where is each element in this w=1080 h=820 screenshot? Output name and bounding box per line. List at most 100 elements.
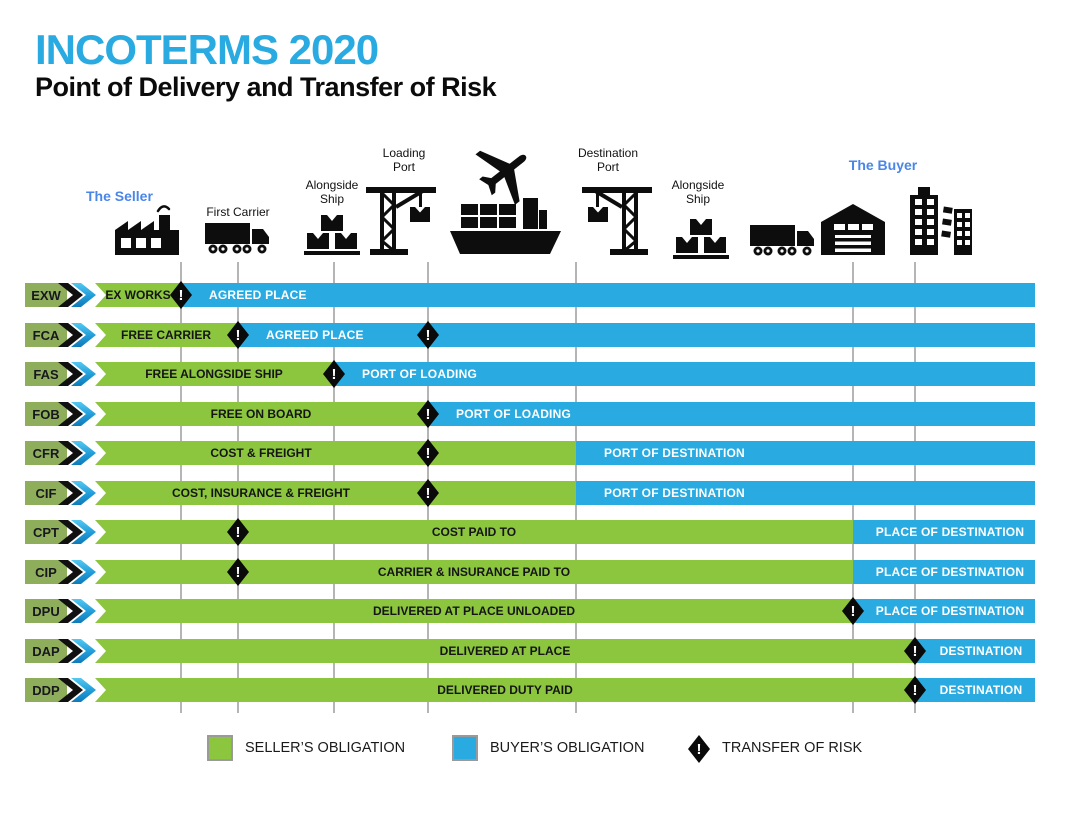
buyer-segment-label: PLACE OF DESTINATION bbox=[875, 604, 1025, 618]
term-code-badge: DPU bbox=[25, 599, 67, 623]
incoterm-row-cif: CIF COST, INSURANCE & FREIGHT PORT OF DEST… bbox=[25, 479, 1035, 507]
seller-obligation-segment bbox=[95, 481, 576, 505]
term-tag: CIF bbox=[25, 481, 96, 505]
incoterm-row-ddp: DDP DELIVERED DUTY PAID DESTINATION! bbox=[25, 676, 1035, 704]
term-tag: CIP bbox=[25, 560, 96, 584]
obligation-bar-fill: COST & FREIGHT PORT OF DESTINATION bbox=[95, 441, 1035, 465]
buyer-obligation-segment bbox=[853, 599, 1035, 623]
buyer-obligation-segment bbox=[428, 402, 1035, 426]
obligation-bar: DELIVERED DUTY PAID DESTINATION! bbox=[95, 676, 1035, 704]
seller-obligation-segment bbox=[95, 639, 915, 663]
obligation-bar-fill: DELIVERED AT PLACE UNLOADED PLACE OF DEST… bbox=[95, 599, 1035, 623]
incoterm-row-dap: DAP DELIVERED AT PLACE DESTINATION! bbox=[25, 637, 1035, 665]
obligation-bar-fill: CARRIER & INSURANCE PAID TO PLACE OF DEST… bbox=[95, 560, 1035, 584]
seller-segment-label: FREE ALONGSIDE SHIP bbox=[145, 367, 283, 381]
incoterm-row-exw: EXW EX WORKS AGREED PLACE! bbox=[25, 281, 1035, 309]
incoterm-row-cip: CIP CARRIER & INSURANCE PAID TO PLACE OF D… bbox=[25, 558, 1035, 586]
seller-obligation-segment bbox=[95, 323, 238, 347]
buyer-segment-label: PORT OF DESTINATION bbox=[604, 486, 745, 500]
obligation-bar-fill: EX WORKS AGREED PLACE bbox=[95, 283, 1035, 307]
transfer-of-risk-marker: ! bbox=[904, 637, 926, 665]
crates-icon bbox=[304, 211, 360, 255]
incoterm-row-cpt: CPT COST PAID TO PLACE OF DESTINATION! bbox=[25, 518, 1035, 546]
warehouse-icon bbox=[821, 203, 885, 255]
page-subtitle: Point of Delivery and Transfer of Risk bbox=[35, 72, 497, 102]
seller-segment-label: EX WORKS bbox=[105, 288, 171, 302]
seller-obligation-segment bbox=[95, 283, 181, 307]
transfer-of-risk-marker: ! bbox=[842, 597, 864, 625]
transfer-of-risk-marker: ! bbox=[227, 321, 249, 349]
term-code-badge: CFR bbox=[25, 441, 67, 465]
transfer-of-risk-marker: ! bbox=[417, 479, 439, 507]
legend-risk-label: TRANSFER OF RISK bbox=[722, 740, 863, 756]
truck-icon bbox=[205, 221, 271, 255]
transfer-of-risk-marker: ! bbox=[227, 518, 249, 546]
buyer-segment-label: PORT OF LOADING bbox=[456, 407, 571, 421]
incoterm-row-fas: FAS FREE ALONGSIDE SHIP PORT OF LOADING! bbox=[25, 360, 1035, 388]
station-label-buyer-warehouse: The Buyer bbox=[848, 157, 918, 173]
station-label-seller: The Seller bbox=[86, 188, 153, 204]
buyer-obligation-segment bbox=[334, 362, 1035, 386]
buyer-obligation-segment bbox=[576, 441, 1035, 465]
seller-segment-label: COST, INSURANCE & FREIGHT bbox=[171, 486, 350, 500]
term-tag: FOB bbox=[25, 402, 96, 426]
term-tag: DDP bbox=[25, 678, 96, 702]
buyer-segment-label: AGREED PLACE bbox=[209, 288, 307, 302]
transfer-of-risk-marker: ! bbox=[417, 400, 439, 428]
factory-icon bbox=[113, 203, 181, 255]
obligation-bar: DELIVERED AT PLACE DESTINATION! bbox=[95, 637, 1035, 665]
seller-obligation-segment bbox=[95, 599, 853, 623]
transfer-of-risk-marker: ! bbox=[417, 321, 439, 349]
airplane-icon bbox=[457, 140, 553, 205]
term-code-badge: FCA bbox=[25, 323, 67, 347]
seller-segment-label: DELIVERED AT PLACE bbox=[439, 644, 571, 658]
transfer-of-risk-marker: ! bbox=[323, 360, 345, 388]
buyer-segment-label: PLACE OF DESTINATION bbox=[875, 525, 1025, 539]
term-tag: CPT bbox=[25, 520, 96, 544]
seller-obligation-segment bbox=[95, 441, 576, 465]
legend-buyer-label: BUYER’S OBLIGATION bbox=[490, 740, 645, 756]
seller-segment-label: COST PAID TO bbox=[431, 525, 517, 539]
buyer-segment-label: PLACE OF DESTINATION bbox=[875, 565, 1025, 579]
obligation-bar: FREE ON BOARD PORT OF LOADING! bbox=[95, 400, 1035, 428]
obligation-bar: COST & FREIGHT PORT OF DESTINATION! bbox=[95, 439, 1035, 467]
seller-obligation-segment bbox=[95, 678, 915, 702]
buyer-obligation-segment bbox=[853, 520, 1035, 544]
term-tag: DAP bbox=[25, 639, 96, 663]
incoterm-row-fca: FCA FREE CARRIER AGREED PLACE!! bbox=[25, 321, 1035, 349]
obligation-bar-fill: COST PAID TO PLACE OF DESTINATION bbox=[95, 520, 1035, 544]
obligation-bar: FREE CARRIER AGREED PLACE!! bbox=[95, 321, 1035, 349]
buyer-obligation-segment bbox=[915, 678, 1035, 702]
buyer-obligation-segment bbox=[915, 639, 1035, 663]
station-label-first-carrier: First Carrier bbox=[206, 205, 270, 219]
buyer-segment-label: DESTINATION bbox=[939, 683, 1023, 697]
station-label-alongside-ship-origin: Alongside Ship bbox=[305, 178, 359, 207]
legend-seller-label: SELLER’S OBLIGATION bbox=[245, 740, 406, 756]
obligation-bar: EX WORKS AGREED PLACE! bbox=[95, 281, 1035, 309]
term-code-badge: FOB bbox=[25, 402, 67, 426]
transfer-of-risk-marker: ! bbox=[904, 676, 926, 704]
truck-icon bbox=[750, 223, 816, 257]
transfer-of-risk-marker: ! bbox=[417, 439, 439, 467]
term-code-badge: CIF bbox=[25, 481, 67, 505]
transfer-of-risk-marker: ! bbox=[170, 281, 192, 309]
crates-icon bbox=[673, 215, 729, 259]
station-label-loading-port: Loading Port bbox=[382, 146, 426, 175]
term-code-badge: CIP bbox=[25, 560, 67, 584]
page-title: INCOTERMS 2020 bbox=[35, 26, 379, 73]
obligation-bar-fill: DELIVERED DUTY PAID DESTINATION bbox=[95, 678, 1035, 702]
term-tag: CFR bbox=[25, 441, 96, 465]
seller-obligation-segment bbox=[95, 402, 428, 426]
legend: SELLER’S OBLIGATION BUYER’S OBLIGATION !… bbox=[0, 735, 1080, 765]
obligation-bar-fill: DELIVERED AT PLACE DESTINATION bbox=[95, 639, 1035, 663]
seller-obligation-swatch bbox=[207, 735, 233, 761]
station-label-destination-port: Destination Port bbox=[577, 146, 639, 175]
obligation-bar-fill: COST, INSURANCE & FREIGHT PORT OF DESTINA… bbox=[95, 481, 1035, 505]
cargo-ship-icon bbox=[449, 198, 562, 255]
term-code-badge: DAP bbox=[25, 639, 67, 663]
buyer-obligation-segment bbox=[238, 323, 1035, 347]
incoterm-row-cfr: CFR COST & FREIGHT PORT OF DESTINATION! bbox=[25, 439, 1035, 467]
incoterm-row-dpu: DPU DELIVERED AT PLACE UNLOADED PLACE OF D… bbox=[25, 597, 1035, 625]
term-code-badge: CPT bbox=[25, 520, 67, 544]
